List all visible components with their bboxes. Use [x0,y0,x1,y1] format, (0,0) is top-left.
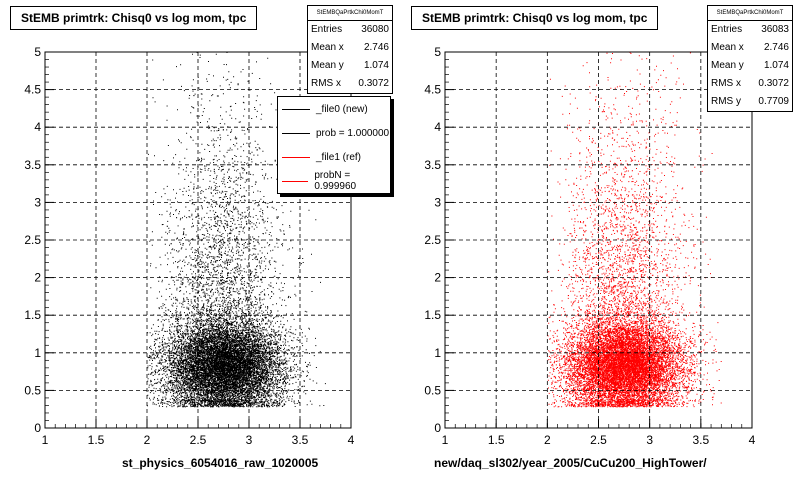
chart-title-left: StEMB primtrk: Chisq0 vs log mom, tpc [10,6,258,30]
chart-title-right: StEMB primtrk: Chisq0 vs log mom, tpc [411,6,659,30]
y-tick-label: 0 [34,421,41,435]
stats-row-rms-x: RMS x 0.3072 [711,78,789,89]
x-tick-label: 1.5 [88,433,105,447]
x-tick-label: 3.5 [692,433,709,447]
legend-left: _file0 (new) prob = 1.000000 _file1 (ref… [277,96,391,194]
y-tick-label: 2 [34,271,41,285]
legend-item-file0: _file0 (new) [278,97,390,121]
y-tick-label: 3.5 [424,158,441,172]
y-tick-label: 1 [34,346,41,360]
x-tick-label: 4 [348,433,355,447]
x-axis-title-right: new/daq_sl302/year_2005/CuCu200_HighTowe… [434,456,707,470]
stats-name: StEMBQaPrtkChi0MomT [708,6,792,21]
x-tick-label: 2 [144,433,151,447]
x-tick-label: 2.5 [190,433,207,447]
y-tick-label: 4 [34,120,41,134]
x-tick-label: 2.5 [590,433,607,447]
legend-item-file1: _file1 (ref) [278,145,390,169]
stats-row-mean-y: Mean y 1.074 [311,60,389,71]
y-tick-label: 1.5 [24,308,41,322]
x-tick-label: 1 [42,433,49,447]
stats-row-rms-y: RMS y 0.7709 [711,96,789,107]
stats-row-mean-y: Mean y 1.074 [711,60,789,71]
stats-row-mean-x: Mean x 2.746 [311,42,389,53]
stats-row-entries: Entries 36080 [311,24,389,35]
y-tick-label: 0 [434,421,441,435]
x-tick-label: 2 [544,433,551,447]
y-tick-label: 5 [434,45,441,59]
stats-row-rms-x: RMS x 0.3072 [311,78,389,89]
y-tick-label: 3 [434,195,441,209]
y-tick-label: 2.5 [424,233,441,247]
y-tick-label: 1.5 [424,308,441,322]
y-tick-label: 5 [34,45,41,59]
stats-row-mean-x: Mean x 2.746 [711,42,789,53]
x-tick-label: 3 [246,433,253,447]
y-tick-label: 1 [434,346,441,360]
x-tick-label: 1.5 [488,433,505,447]
x-tick-label: 4 [749,433,756,447]
x-tick-label: 3.5 [292,433,309,447]
stats-row-entries: Entries 36083 [711,24,789,35]
plot-border [444,51,753,429]
x-tick-label: 3 [646,433,653,447]
y-tick-label: 0.5 [424,383,441,397]
y-tick-label: 2 [434,271,441,285]
stats-name: StEMBQaPrtkChi0MomT [308,6,392,21]
scatter-points [147,51,326,408]
y-tick-label: 3 [34,195,41,209]
y-tick-label: 3.5 [24,158,41,172]
y-tick-label: 4 [434,120,441,134]
scatter-points [547,51,722,408]
x-tick-label: 1 [442,433,449,447]
y-tick-label: 4.5 [424,83,441,97]
legend-item-prob: prob = 1.000000 [278,121,390,145]
y-tick-label: 2.5 [24,233,41,247]
legend-item-probn: probN = 0.999960 [278,169,390,193]
y-tick-label: 4.5 [24,83,41,97]
plot-border [44,51,352,429]
x-axis-title-left: st_physics_6054016_raw_1020005 [122,456,319,470]
y-tick-label: 0.5 [24,383,41,397]
